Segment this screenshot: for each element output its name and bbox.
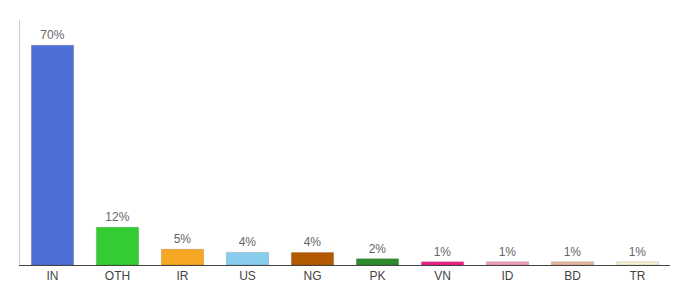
svg-text:BD: BD — [564, 269, 581, 283]
svg-text:TR: TR — [630, 269, 646, 283]
svg-text:2%: 2% — [369, 242, 387, 256]
svg-text:IN: IN — [47, 269, 59, 283]
svg-text:1%: 1% — [629, 245, 647, 259]
svg-text:OTH: OTH — [105, 269, 130, 283]
svg-text:4%: 4% — [239, 235, 257, 249]
svg-text:ID: ID — [502, 269, 514, 283]
svg-text:4%: 4% — [304, 235, 322, 249]
svg-text:70%: 70% — [40, 28, 64, 42]
svg-text:5%: 5% — [174, 232, 192, 246]
svg-text:IR: IR — [177, 269, 189, 283]
svg-text:1%: 1% — [499, 245, 517, 259]
svg-text:US: US — [239, 269, 256, 283]
svg-text:12%: 12% — [105, 210, 129, 224]
svg-text:VN: VN — [434, 269, 451, 283]
svg-text:PK: PK — [369, 269, 385, 283]
svg-text:1%: 1% — [434, 245, 452, 259]
svg-text:1%: 1% — [564, 245, 582, 259]
svg-text:NG: NG — [304, 269, 322, 283]
